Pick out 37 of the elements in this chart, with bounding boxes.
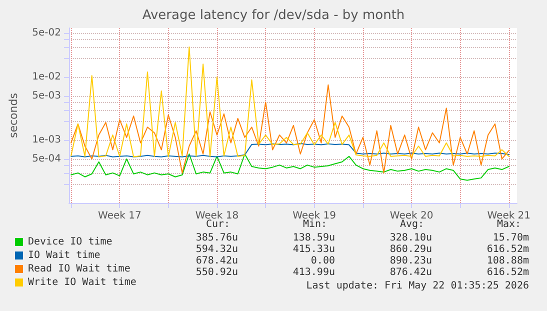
- text: 328.10u: [390, 232, 432, 244]
- text: 678.42u: [196, 256, 238, 266]
- text: Cur:: [206, 219, 230, 230]
- text: 385.76u: [196, 232, 238, 244]
- y-axis-title: seconds: [7, 92, 20, 138]
- text: 594.32u: [196, 244, 238, 255]
- text: 15.70m: [492, 232, 529, 244]
- text: Min:: [302, 219, 328, 230]
- chart-title: Average latency for /dev/sda - by month: [142, 8, 405, 23]
- text: Max:: [496, 219, 522, 230]
- y-tick-label: 1e-02: [32, 72, 61, 83]
- text: 876.42u: [390, 267, 432, 278]
- y-tick-label: 5e-02: [32, 27, 61, 38]
- text: 616.52m: [486, 244, 529, 255]
- y-tick-label: 5e-04: [32, 153, 61, 164]
- line-series: [70, 46, 510, 158]
- text: 415.33u: [292, 244, 335, 255]
- line-series: [70, 153, 510, 181]
- text: 108.88m: [486, 256, 529, 266]
- text: Avg:: [400, 219, 424, 230]
- legend-label: Read IO Wait time: [28, 264, 130, 274]
- text: 0.00: [310, 256, 335, 266]
- legend-label: Device IO time: [28, 236, 112, 248]
- x-tick-label: Week 17: [98, 210, 142, 222]
- text: 616.52m: [486, 267, 529, 278]
- y-tick-label: 1e-03: [32, 134, 61, 146]
- text: 860.29u: [390, 244, 432, 255]
- text: Last update: Fri May 22 01:35:25 2026: [306, 280, 529, 292]
- legend-label: IO Wait time: [28, 250, 100, 261]
- text: 890.23u: [390, 256, 432, 266]
- text: 550.92u: [196, 267, 238, 278]
- text: 413.99u: [292, 267, 335, 278]
- line-series: [70, 143, 510, 158]
- y-tick-label: 5e-03: [32, 90, 61, 102]
- legend-label: Write IO Wait time: [28, 277, 136, 288]
- text: 138.59u: [292, 232, 335, 244]
- line-series: [70, 84, 510, 174]
